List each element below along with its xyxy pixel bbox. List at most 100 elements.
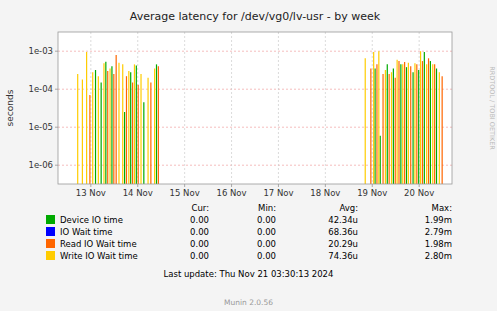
x-grid-line	[184, 32, 185, 184]
legend-swatch	[46, 215, 55, 224]
spike	[439, 72, 440, 184]
spike	[404, 62, 405, 184]
legend-value: 74.36u	[328, 251, 358, 261]
x-tick	[90, 184, 91, 187]
legend-swatch	[46, 227, 55, 236]
legend-value: 0.00	[190, 215, 209, 225]
spike	[143, 102, 144, 184]
spike	[428, 58, 429, 184]
legend-value: 42.34u	[328, 215, 358, 225]
spike	[432, 64, 433, 184]
legend-swatch	[46, 251, 55, 260]
spike	[408, 63, 409, 184]
legend-label: Write IO Wait time	[60, 251, 138, 261]
spike	[111, 66, 112, 184]
spike	[402, 64, 403, 184]
spike	[105, 62, 106, 184]
spike	[426, 64, 427, 184]
spike	[89, 95, 90, 184]
spike	[134, 64, 135, 184]
x-tick-label: 15 Nov	[170, 188, 200, 198]
spike	[147, 78, 148, 184]
spike	[130, 72, 131, 184]
legend-swatch	[46, 239, 55, 248]
y-grid-line	[58, 51, 452, 52]
x-grid-line	[278, 32, 279, 184]
legend-label: Device IO time	[60, 215, 123, 225]
background	[0, 0, 497, 311]
watermark: RRDTOOL / TOBI OETIKER	[488, 66, 496, 150]
legend-header: Cur:	[191, 203, 209, 213]
y-tick-label: 1e-06	[28, 160, 53, 170]
spike	[410, 66, 411, 184]
x-grid-line	[419, 32, 420, 184]
spike	[434, 64, 435, 184]
legend-value: 0.00	[257, 251, 276, 261]
legend-value: 20.29u	[328, 239, 358, 249]
legend-value: 0.00	[257, 215, 276, 225]
spike	[109, 69, 110, 184]
spike	[156, 64, 157, 184]
spike	[374, 69, 375, 184]
spike	[382, 74, 383, 184]
y-tick-label: 1e-05	[28, 122, 53, 132]
spike	[113, 74, 114, 184]
x-tick	[231, 184, 232, 187]
spike	[128, 71, 129, 184]
legend-value: 1.99m	[425, 215, 452, 225]
spike	[412, 72, 413, 184]
y-tick-label: 1e-03	[28, 46, 53, 56]
x-tick-label: 20 Nov	[404, 188, 434, 198]
legend-label: Read IO Wait time	[60, 239, 137, 249]
x-tick	[325, 184, 326, 187]
spike	[373, 52, 374, 184]
x-tick-label: 18 Nov	[310, 188, 340, 198]
spike	[92, 72, 93, 184]
legend-header: Min:	[258, 203, 276, 213]
plot-area	[58, 32, 452, 184]
spike	[380, 136, 381, 184]
legend-value: 0.00	[257, 227, 276, 237]
spike	[158, 66, 159, 184]
y-axis-label: seconds	[5, 89, 15, 126]
spike	[398, 61, 399, 184]
series	[96, 52, 437, 184]
x-tick	[184, 184, 185, 187]
series	[90, 55, 442, 184]
spike	[132, 83, 133, 184]
x-grid-line	[325, 32, 326, 184]
spike	[140, 74, 141, 184]
y-tick-label: 1e-04	[28, 84, 53, 94]
plot-frame	[58, 32, 452, 184]
x-tick	[137, 184, 138, 187]
spike	[136, 66, 137, 184]
x-tick-label: 13 Nov	[76, 188, 106, 198]
chart: Average latency for /dev/vg0/lv-usr - by…	[0, 0, 497, 311]
spike	[385, 70, 386, 184]
legend-label: IO Wait time	[60, 227, 113, 237]
spike	[418, 70, 419, 184]
legend-value: 2.79m	[425, 227, 452, 237]
legend-value: 68.36u	[328, 227, 358, 237]
spike	[430, 61, 431, 184]
spike	[154, 69, 155, 184]
x-tick	[419, 184, 420, 187]
legend-header: Avg:	[339, 203, 358, 213]
spike	[414, 63, 415, 184]
spike	[98, 76, 99, 184]
footer: Munin 2.0.56	[224, 298, 273, 307]
grid	[58, 32, 452, 184]
spike	[107, 71, 108, 184]
spike	[387, 64, 388, 184]
x-grid-line	[90, 32, 91, 184]
legend-value: 2.80m	[425, 251, 452, 261]
legend-value: 1.98m	[425, 239, 452, 249]
x-tick-label: 17 Nov	[263, 188, 293, 198]
spike	[378, 51, 379, 184]
last-update: Last update: Thu Nov 21 03:30:13 2024	[164, 269, 334, 279]
spike	[138, 85, 139, 184]
spike	[422, 61, 423, 184]
x-grid-line	[137, 32, 138, 184]
legend-header: Max:	[432, 203, 452, 213]
spike	[395, 78, 396, 184]
